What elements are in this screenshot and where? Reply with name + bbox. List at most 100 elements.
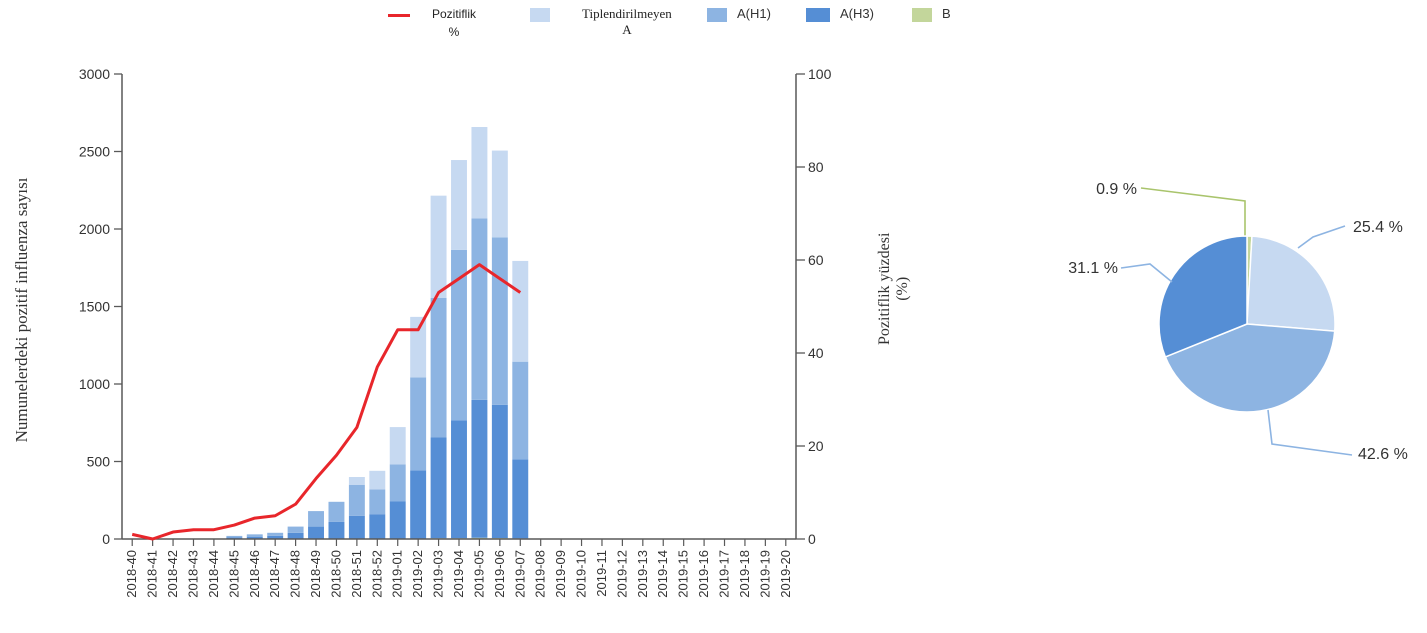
x-tick-label-2018-40: 2018-40 [124, 550, 139, 598]
x-tick-label-2019-19: 2019-19 [757, 550, 772, 598]
x-tick-label-2019-16: 2019-16 [696, 550, 711, 598]
x-tick-label-2019-12: 2019-12 [614, 550, 629, 598]
bar-tiplendirilmeyen-a-2018-52 [369, 470, 386, 490]
bar-a-h3--2018-47 [267, 535, 284, 539]
y-left-tick-label-2000: 2000 [79, 221, 110, 237]
legend-swatch-b [912, 8, 932, 22]
bar-a-h1--2018-50 [328, 501, 345, 522]
legend-item-untyped-a[interactable]: Tiplendirilmeyen A [530, 6, 672, 38]
bar-a-h3--2019-07 [512, 459, 529, 539]
x-tick-label-2018-41: 2018-41 [145, 550, 160, 598]
x-tick-label-2019-05: 2019-05 [471, 550, 486, 598]
x-tick-label-2019-03: 2019-03 [431, 550, 446, 598]
bar-a-h3--2019-06 [491, 404, 508, 539]
legend-item-h3[interactable]: A(H3) [806, 6, 874, 22]
bar-a-h3--2019-01 [389, 501, 406, 539]
x-tick-label-2019-02: 2019-02 [410, 550, 425, 598]
bar-a-h1--2018-46 [246, 534, 263, 537]
axes-layer: 0 500 1000 1500 2000 2500 3000 0 20 40 60 80 100 2018… [79, 66, 832, 598]
bar-tiplendirilmeyen-a-2019-03 [430, 195, 447, 298]
x-tick-label-2018-51: 2018-51 [349, 550, 364, 598]
y-axis-left-title-text: Numunelerdeki pozitif influenza sayısı [12, 177, 31, 443]
y-left-tick-label-500: 500 [87, 454, 111, 470]
y-left-tick-label-1000: 1000 [79, 376, 110, 392]
pie-leader-a-h3- [1120, 263, 1173, 283]
pie-slice-a-h1- [1164, 323, 1336, 413]
pie-label-a-h1-: 42.6 % [1358, 446, 1408, 463]
legend-swatch-h3 [806, 8, 830, 22]
x-tick-label-2019-07: 2019-07 [512, 550, 527, 598]
y-right-tick-label-20: 20 [808, 438, 824, 454]
legend-positivity-line1: Pozitiflik [432, 7, 477, 21]
pie-label-b: 0.9 % [1096, 181, 1137, 198]
legend-line-swatch [388, 14, 410, 17]
bar-a-h1--2019-02 [410, 377, 427, 471]
y-left-tick-label-2500: 2500 [79, 144, 110, 160]
bar-a-h1--2018-51 [348, 484, 365, 516]
x-tick-label-2019-18: 2019-18 [737, 550, 752, 598]
bar-tiplendirilmeyen-a-2018-51 [348, 477, 365, 485]
bar-a-h3--2018-51 [348, 515, 365, 539]
bar-tiplendirilmeyen-a-2019-06 [491, 150, 508, 238]
bar-a-h1--2019-07 [512, 361, 529, 460]
bar-tiplendirilmeyen-a-2019-07 [512, 260, 529, 362]
x-tick-label-2019-14: 2019-14 [655, 550, 670, 598]
y-right-tick-label-0: 0 [808, 531, 816, 547]
bar-a-h3--2018-49 [308, 526, 324, 539]
y-left-tick-label-1500: 1500 [79, 299, 110, 315]
legend-untyped-line2: A [622, 22, 632, 37]
bar-a-h1--2019-04 [451, 249, 467, 421]
pie-leader-tiplendirilmeyen-a [1297, 225, 1346, 249]
bar-a-h3--2018-50 [328, 521, 345, 539]
bar-a-h3--2018-45 [226, 537, 243, 539]
x-tick-label-2018-50: 2018-50 [328, 550, 343, 598]
y-right-tick-label-40: 40 [808, 345, 824, 361]
x-tick-label-2018-52: 2018-52 [369, 550, 384, 598]
bar-a-h3--2019-02 [410, 470, 427, 539]
bar-a-h3--2018-52 [369, 514, 386, 539]
pie-chart: 0.9 % 25.4 % 42.6 % 31.1 % [1068, 181, 1408, 463]
x-tick-label-2019-09: 2019-09 [553, 550, 568, 598]
x-tick-label-2018-49: 2018-49 [308, 550, 323, 598]
bar-tiplendirilmeyen-a-2019-04 [451, 160, 467, 250]
legend-label-untyped-a: Tiplendirilmeyen A [582, 6, 672, 38]
x-tick-label-2019-01: 2019-01 [390, 550, 405, 598]
y-axis-left-title: Numunelerdeki pozitif influenza sayısı [0, 178, 52, 443]
bar-a-h1--2018-48 [287, 526, 304, 533]
bar-a-h1--2019-01 [389, 464, 406, 502]
legend-label-h1: A(H1) [737, 6, 771, 21]
bar-a-h1--2018-45 [226, 535, 243, 538]
y-right-tick-label-100: 100 [808, 66, 832, 82]
bars-layer [226, 127, 529, 540]
legend-item-positivity[interactable]: Pozitiflik % [388, 6, 476, 40]
x-tick-label-2018-43: 2018-43 [185, 550, 200, 598]
bar-a-h1--2019-05 [471, 218, 488, 400]
bar-a-h3--2018-46 [246, 536, 263, 539]
x-tick-label-2019-17: 2019-17 [717, 550, 732, 598]
x-tick-label-2018-47: 2018-47 [267, 550, 282, 598]
bar-a-h1--2019-03 [430, 297, 447, 438]
y-axis-right-title-text: Pozitiflik yüzdesi (%) [876, 233, 912, 345]
positivity-line [131, 263, 522, 541]
y-right-tick-label-60: 60 [808, 252, 824, 268]
pie-label-a-h3-: 31.1 % [1068, 260, 1118, 277]
x-tick-label-2019-10: 2019-10 [574, 550, 589, 598]
y-axis-right-title-line1: Pozitiflik yüzdesi [876, 232, 893, 345]
x-tick-label-2019-13: 2019-13 [635, 550, 650, 598]
x-tick-label-2018-42: 2018-42 [165, 550, 180, 598]
legend-label-h3: A(H3) [840, 6, 874, 21]
legend-label-positivity: Pozitiflik % [432, 6, 476, 40]
legend-item-b[interactable]: B [912, 6, 951, 22]
chart-legend: Pozitiflik % Tiplendirilmeyen A A(H1) A(… [0, 0, 1427, 50]
x-tick-label-2018-44: 2018-44 [206, 550, 221, 598]
x-tick-label-2018-46: 2018-46 [247, 550, 262, 598]
legend-positivity-line2: % [448, 25, 460, 39]
pie-leader-b [1140, 187, 1246, 240]
legend-item-h1[interactable]: A(H1) [707, 6, 771, 22]
x-tick-label-2019-08: 2019-08 [533, 550, 548, 598]
y-axis-right-title: Pozitiflik yüzdesi (%) [860, 233, 930, 345]
pie-label-tiplendirilmeyen-a: 25.4 % [1353, 219, 1403, 236]
x-tick-label-2018-48: 2018-48 [288, 550, 303, 598]
bar-a-h3--2018-48 [287, 532, 304, 539]
